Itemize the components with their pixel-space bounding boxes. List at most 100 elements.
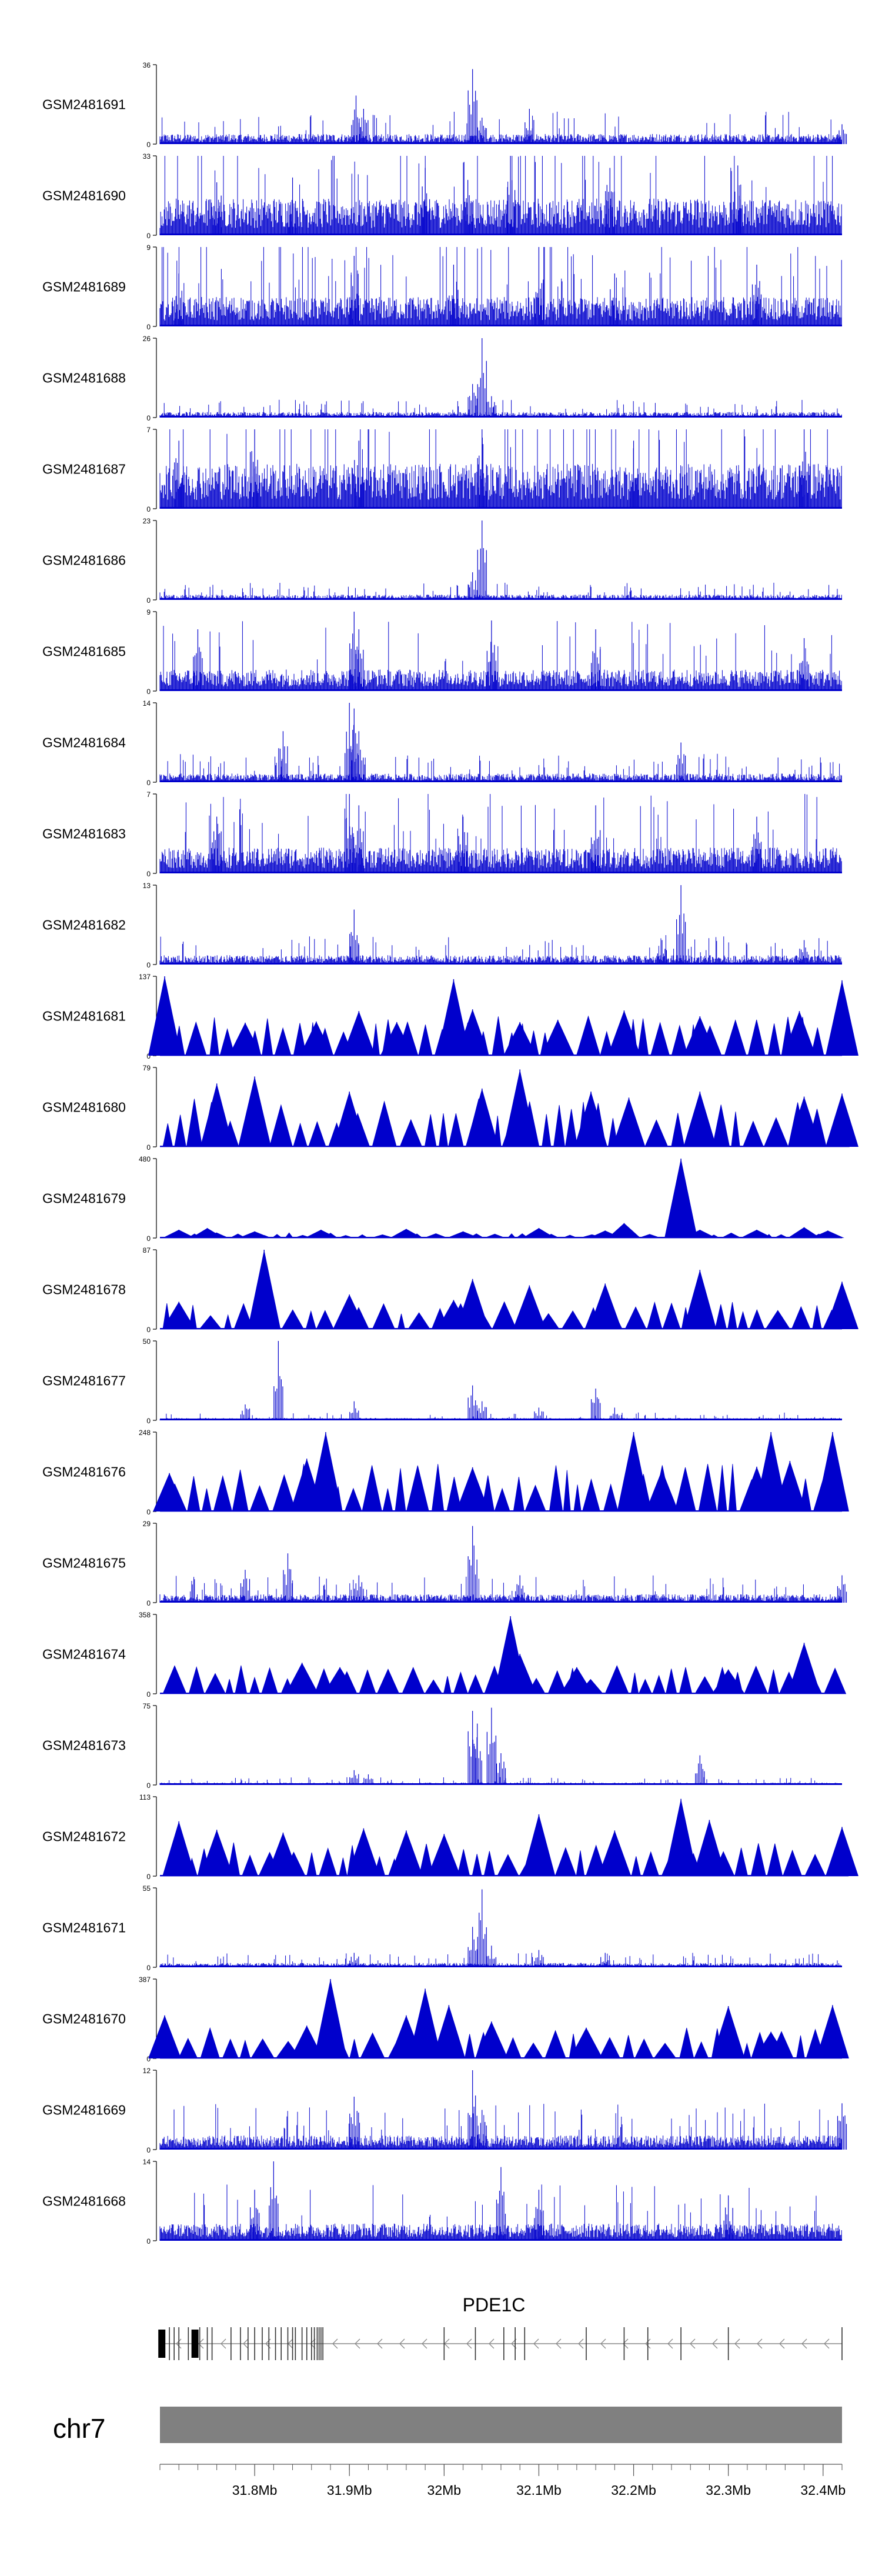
y-min-label: 0 [146,779,151,787]
signal-baseline [160,2148,842,2150]
signal-baseline [160,963,842,965]
track-GSM2481677: GSM2481677 50 0 [42,1337,842,1425]
track-GSM2481670: GSM2481670 387 0 [42,1976,849,2063]
signal-baseline [160,1875,842,1876]
track-label: GSM2481677 [42,1373,126,1389]
strand-chevron [489,2338,495,2349]
strand-chevron [377,2338,383,2349]
track-label: GSM2481673 [42,1738,126,1753]
signal-baseline [160,1237,842,1238]
strand-chevron [355,2338,360,2349]
y-min-label: 0 [146,505,151,513]
y-max-label: 9 [146,608,151,616]
y-max-label: 13 [143,882,151,890]
y-max-label: 50 [143,1337,151,1346]
track-GSM2481688: GSM2481688 26 0 [42,335,842,422]
track-GSM2481673: GSM2481673 75 0 [42,1702,842,1790]
y-min-label: 0 [146,232,151,240]
signal-area [160,1842,849,1877]
y-min-label: 0 [146,1234,151,1243]
track-label: GSM2481683 [42,826,126,842]
track-GSM2481674: GSM2481674 358 0 [42,1611,847,1699]
track-label: GSM2481687 [42,462,126,477]
strand-chevron [824,2338,830,2349]
y-min-label: 0 [146,2055,151,2063]
chromosome-band [160,2407,842,2443]
track-GSM2481684: GSM2481684 14 0 [42,699,842,787]
signal-baseline [160,1146,842,1147]
y-max-label: 113 [139,1793,151,1801]
y-max-label: 29 [143,1520,151,1528]
y-min-label: 0 [146,1417,151,1425]
strand-chevron [399,2338,405,2349]
y-max-label: 9 [146,243,151,252]
y-min-label: 0 [146,1052,151,1060]
strand-chevron [243,2338,249,2349]
chromosome-label: chr7 [53,2413,105,2444]
signal-baseline [160,1693,842,1694]
y-min-label: 0 [146,688,151,696]
y-max-label: 33 [143,152,151,161]
track-GSM2481690: GSM2481690 33 0 [42,152,842,240]
y-max-label: 387 [139,1976,151,1984]
strand-chevron [578,2338,584,2349]
signal-bars [159,621,842,691]
track-label: GSM2481688 [42,371,126,386]
track-label: GSM2481682 [42,917,126,933]
y-max-label: 7 [146,426,151,434]
strand-chevron [332,2338,338,2349]
y-min-label: 0 [146,2237,151,2245]
signal-bars [159,399,842,418]
strand-chevron [556,2338,562,2349]
track-label: GSM2481679 [42,1191,126,1206]
strand-chevron [533,2338,539,2349]
signal-bars [159,582,842,600]
chromosome-ideogram: chr7 [53,2407,842,2444]
track-GSM2481678: GSM2481678 87 0 [42,1246,858,1334]
strand-chevron [734,2338,740,2349]
signal-baseline [160,1055,842,1056]
y-min-label: 0 [146,1143,151,1152]
y-max-label: 248 [139,1429,151,1437]
y-min-label: 0 [146,1599,151,1607]
signal-bars [159,753,842,782]
y-min-label: 0 [146,1690,151,1699]
signal-baseline [160,2057,842,2058]
y-min-label: 0 [146,596,151,605]
signal-area [160,1464,842,1512]
track-GSM2481669: GSM2481669 12 0 [42,2067,847,2154]
gene-name: PDE1C [463,2294,526,2315]
strand-chevron [600,2338,606,2349]
track-label: GSM2481678 [42,1282,126,1297]
signal-baseline [160,1419,842,1420]
signal-tracks: GSM2481691360GSM2481690330GSM248168990GS… [42,61,858,2245]
track-GSM2481685: GSM2481685 9 0 [42,608,842,696]
track-GSM2481671: GSM2481671 55 0 [42,1884,842,1972]
signal-baseline [160,1328,842,1329]
signal-baseline [160,1601,842,1603]
y-min-label: 0 [146,2146,151,2154]
gene-exon-thick [191,2330,199,2358]
axis-tick-label: 32.1Mb [516,2482,562,2498]
track-GSM2481680: GSM2481680 79 0 [42,1064,858,1152]
track-label: GSM2481689 [42,279,126,295]
track-label: GSM2481671 [42,1920,126,1936]
y-min-label: 0 [146,1781,151,1790]
strand-chevron [779,2338,785,2349]
track-GSM2481681: GSM2481681 137 0 [42,973,858,1060]
y-max-label: 137 [139,973,151,981]
track-GSM2481676: GSM2481676 248 0 [42,1429,849,1516]
axis-tick-label: 32Mb [427,2482,462,2498]
strand-chevron [623,2338,629,2349]
track-label: GSM2481670 [42,2011,126,2027]
signal-baseline [160,142,842,144]
track-GSM2481682: GSM2481682 13 0 [42,882,842,969]
y-min-label: 0 [146,323,151,331]
strand-chevron [422,2338,427,2349]
track-label: GSM2481676 [42,1464,126,1480]
strand-chevron [310,2338,316,2349]
track-label: GSM2481669 [42,2103,126,2118]
y-min-label: 0 [146,1508,151,1516]
y-max-label: 79 [143,1064,151,1072]
y-max-label: 26 [143,335,151,343]
